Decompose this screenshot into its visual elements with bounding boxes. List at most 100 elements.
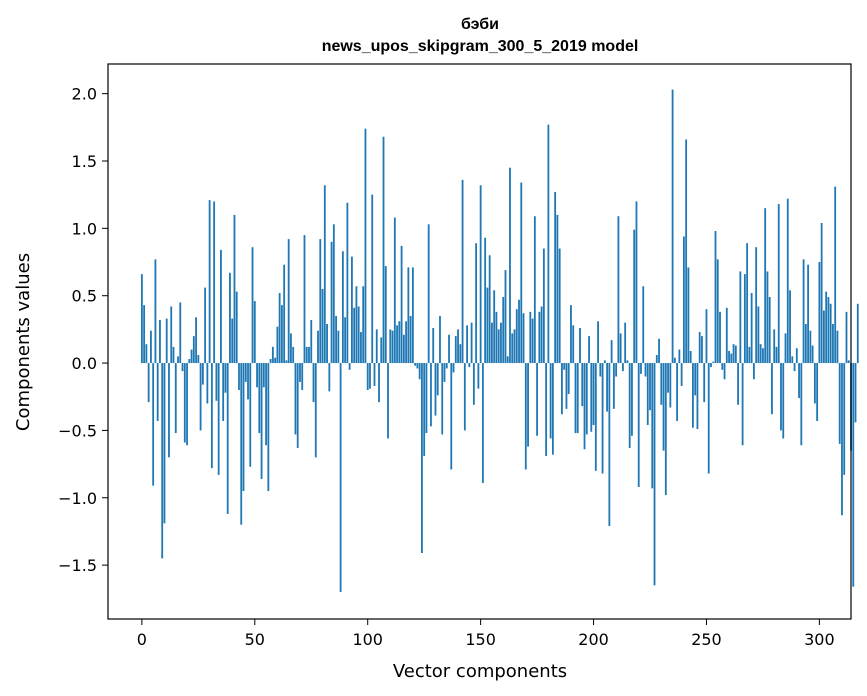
bar [701, 336, 703, 364]
bar [461, 179, 464, 364]
bar [746, 243, 749, 364]
bar [355, 286, 358, 364]
bar [454, 336, 457, 364]
bar [495, 311, 498, 364]
bar [538, 311, 541, 364]
bar [504, 270, 507, 364]
bar [502, 297, 505, 364]
bar [231, 318, 234, 364]
bar [606, 363, 608, 412]
bar [795, 348, 798, 364]
bar [389, 329, 392, 364]
bar [348, 363, 351, 370]
bar [689, 350, 692, 364]
bar [240, 363, 243, 525]
bar [199, 363, 202, 431]
bar [725, 307, 728, 364]
bar [655, 354, 658, 364]
bar [296, 363, 299, 448]
bar [242, 363, 245, 492]
bar [179, 302, 182, 364]
bar [601, 363, 604, 474]
bar [592, 363, 595, 426]
bar [384, 266, 387, 364]
bar [818, 262, 821, 364]
bar [843, 363, 846, 475]
bar [310, 319, 313, 364]
bar [150, 330, 152, 364]
bar [181, 363, 184, 372]
bar [398, 321, 401, 364]
bar [662, 363, 665, 451]
bar [387, 363, 389, 439]
bar [479, 185, 482, 364]
bar [206, 363, 209, 404]
bar [475, 243, 478, 364]
bar [491, 322, 493, 364]
bar [579, 328, 581, 364]
bar [441, 363, 444, 435]
bar [594, 363, 597, 471]
bar [529, 311, 532, 364]
bar [511, 333, 514, 364]
bar [551, 363, 554, 455]
bar [405, 321, 408, 364]
y-tick-label: −0.5 [58, 421, 97, 440]
bar [305, 346, 308, 364]
bar [382, 136, 385, 364]
bar [707, 363, 710, 474]
bar [841, 363, 843, 516]
bar [764, 208, 767, 364]
bar [651, 363, 654, 489]
bar [260, 363, 263, 479]
bar [271, 346, 274, 364]
bar [506, 356, 509, 364]
bar [816, 363, 819, 421]
bar [847, 360, 850, 364]
bar [278, 293, 281, 364]
bar [145, 344, 148, 364]
bar [804, 323, 807, 364]
chart-title: бэби [461, 16, 499, 33]
bar [542, 248, 545, 364]
bar [143, 305, 146, 364]
bar [515, 309, 518, 364]
bar [554, 191, 557, 364]
bar [698, 332, 701, 364]
bar [626, 360, 629, 364]
bar [244, 363, 247, 382]
bar [531, 318, 534, 364]
bar [283, 264, 286, 364]
bar [682, 236, 685, 364]
bar [308, 346, 310, 364]
bar [213, 201, 216, 364]
bar [192, 336, 195, 364]
x-tick-label: 0 [137, 630, 147, 649]
bar [669, 363, 672, 408]
bar [836, 330, 839, 364]
bar [743, 274, 746, 364]
bar [583, 363, 586, 450]
bar [775, 346, 778, 364]
bar [364, 128, 367, 364]
bar [773, 329, 776, 364]
bar [432, 328, 435, 364]
bar [646, 363, 649, 426]
bar [617, 216, 620, 364]
bar [721, 363, 724, 370]
bar [712, 361, 715, 364]
bar [258, 363, 261, 434]
bar [800, 363, 803, 446]
bar [222, 363, 225, 421]
bar [154, 259, 157, 364]
bar [287, 239, 290, 364]
bar [705, 309, 708, 364]
bar [163, 363, 166, 524]
bar [728, 350, 730, 364]
chart-subtitle: news_upos_skipgram_300_5_2019 model [322, 38, 639, 55]
bar [635, 201, 638, 364]
bar [802, 259, 805, 364]
bar [561, 363, 563, 415]
bar [509, 167, 511, 364]
bar [256, 363, 258, 388]
